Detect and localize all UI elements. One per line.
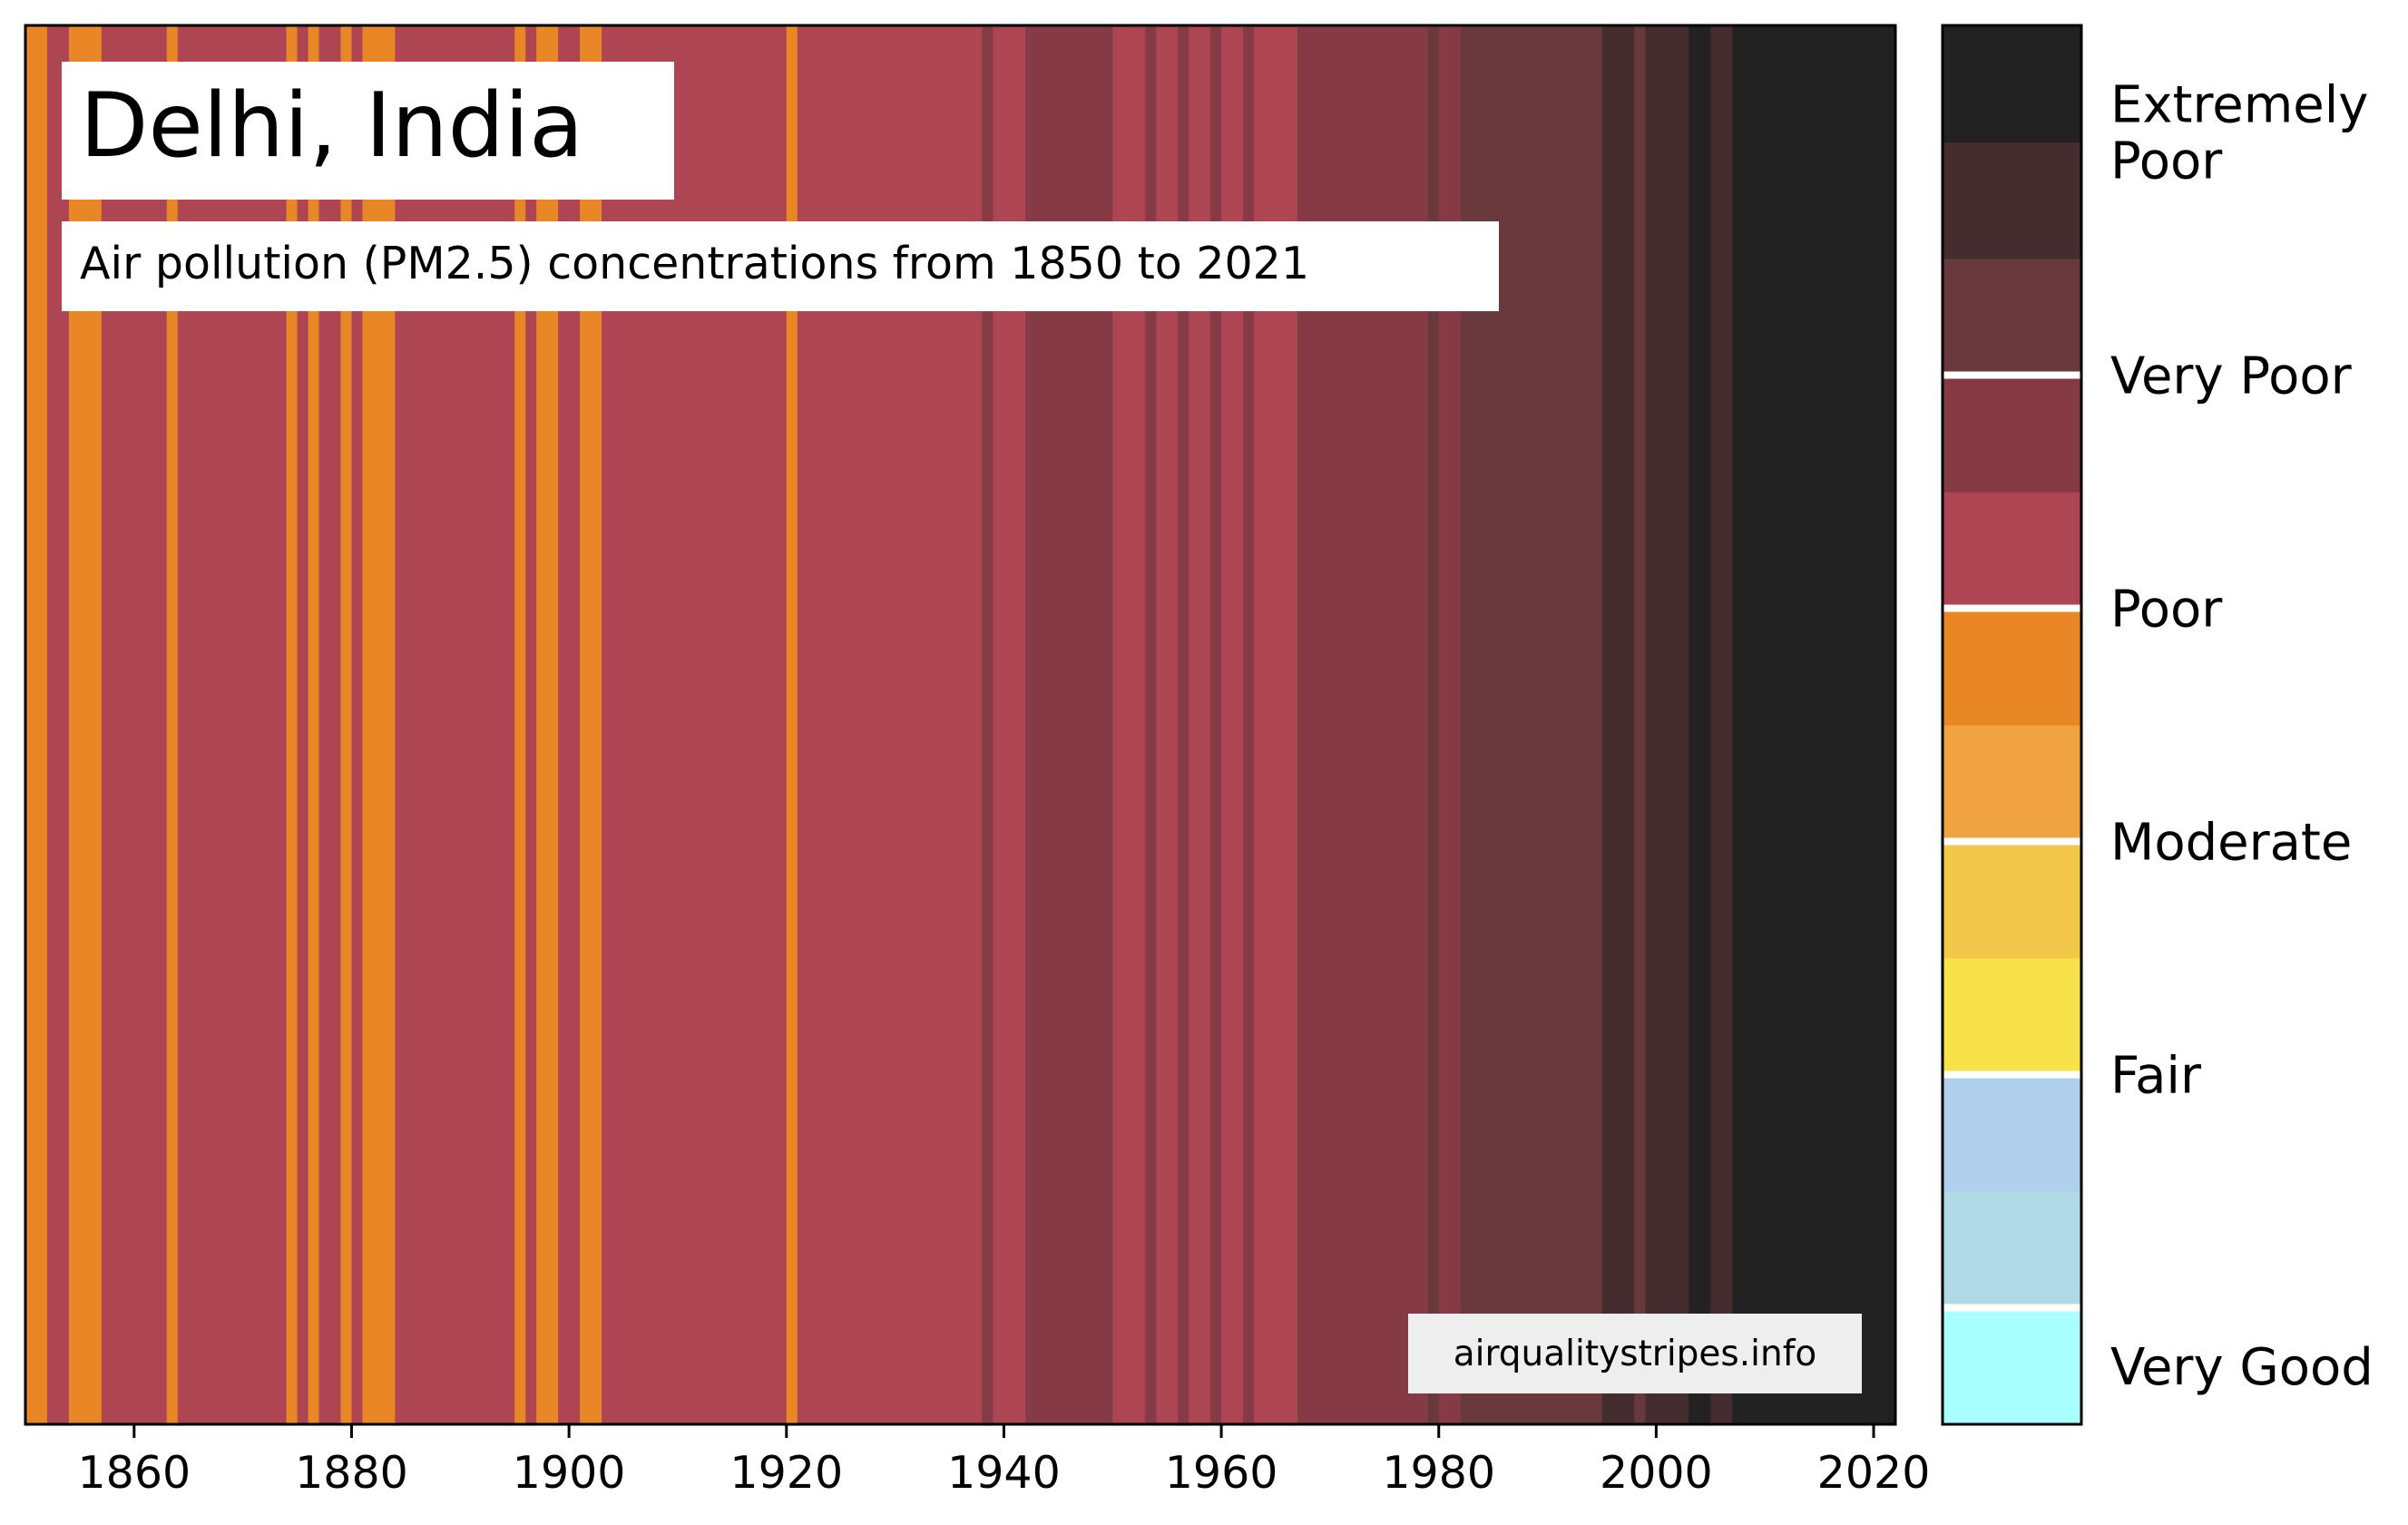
legend-swatch-1 (1943, 1307, 2081, 1425)
legend-swatch-8 (1943, 492, 2081, 610)
stripe-1938 (982, 25, 994, 1424)
stripe-2005 (1710, 25, 1733, 1424)
stripe-2007 (1732, 25, 1896, 1424)
stripe-1896 (525, 25, 537, 1424)
x-tick-label-2020: 2020 (1817, 1447, 1931, 1499)
legend-swatch-3 (1943, 1074, 2081, 1192)
watermark-box (1408, 1314, 1862, 1393)
x-tick-label-1980: 1980 (1382, 1447, 1495, 1499)
stripe-1953 (1145, 25, 1157, 1424)
stripe-1920 (786, 25, 798, 1424)
stripe-1879 (340, 25, 353, 1424)
legend-swatch-6 (1943, 725, 2081, 843)
legend-swatch-9 (1943, 375, 2081, 493)
watermark-text: airqualitystripes.info (1454, 1334, 1817, 1374)
x-tick-label-1960: 1960 (1165, 1447, 1278, 1499)
legend-label-very-poor: Very Poor (2110, 347, 2353, 406)
stripe-2003 (1689, 25, 1711, 1424)
stripe-1979 (1427, 25, 1440, 1424)
legend-swatch-4 (1943, 958, 2081, 1076)
stripe-1999 (1645, 25, 1689, 1424)
legend-label-moderate: Moderate (2110, 814, 2352, 873)
legend-label-poor: Poor (2110, 581, 2223, 640)
x-tick-label-1880: 1880 (295, 1447, 408, 1499)
legend-frame (1941, 24, 2083, 1426)
chart-title: Delhi, India (80, 74, 583, 178)
x-tick-label-1860: 1860 (77, 1447, 191, 1499)
stripe-1875 (297, 25, 309, 1424)
stripe-1895 (514, 25, 526, 1424)
legend-swatch-12 (1943, 25, 2081, 143)
legend-label-very-good: Very Good (2110, 1338, 2374, 1397)
x-tick-label-1920: 1920 (729, 1447, 843, 1499)
x-tick-label-2000: 2000 (1600, 1447, 1713, 1499)
legend: Very Good Fair Moderate Poor Very Poor Extrem… (1941, 24, 2374, 1426)
chart-subtitle: Air pollution (PM2.5) concentrations fro… (80, 238, 1309, 289)
stripe-1874 (286, 25, 299, 1424)
stripe-1863 (166, 25, 179, 1424)
legend-label-fair: Fair (2110, 1047, 2202, 1106)
legend-swatch-10 (1943, 259, 2081, 376)
stripe-1850 (25, 25, 48, 1424)
title-box (62, 62, 674, 200)
x-axis: 1860 1880 1900 1920 1940 1960 1980 2000 2020 (77, 1424, 1930, 1499)
legend-swatch-11 (1943, 142, 2081, 259)
stripe-1998 (1634, 25, 1647, 1424)
legend-swatch-2 (1943, 1191, 2081, 1309)
plot-frame (24, 24, 1897, 1426)
stripe-1962 (1243, 25, 1255, 1424)
subtitle-box (62, 221, 1499, 311)
legend-swatch-5 (1943, 841, 2081, 959)
legend-swatch-7 (1943, 608, 2081, 726)
stripe-1876 (308, 25, 320, 1424)
x-tick-label-1900: 1900 (513, 1447, 626, 1499)
stripe-1995 (1601, 25, 1636, 1424)
stripe-1880 (351, 25, 364, 1424)
legend-label-extremely-poor: Extremely Poor (2110, 76, 2368, 191)
stripe-1956 (1178, 25, 1189, 1424)
stripe-1959 (1210, 25, 1222, 1424)
x-tick-label-1940: 1940 (947, 1447, 1061, 1499)
